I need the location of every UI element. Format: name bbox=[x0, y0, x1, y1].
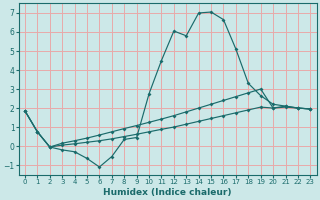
X-axis label: Humidex (Indice chaleur): Humidex (Indice chaleur) bbox=[103, 188, 232, 197]
